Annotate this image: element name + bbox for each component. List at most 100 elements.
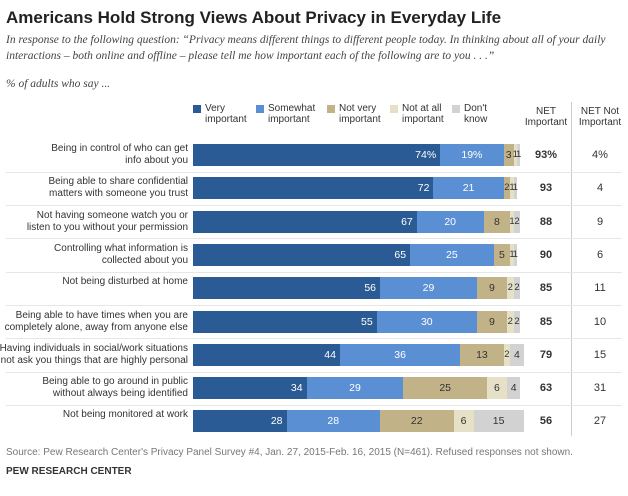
- net-value: 6: [596, 248, 604, 261]
- data-label: 2: [514, 315, 520, 327]
- data-label: 2: [507, 315, 513, 327]
- net-value: 88: [539, 215, 553, 228]
- row-separator: [6, 404, 622, 406]
- bar: [193, 144, 441, 166]
- bar: [476, 277, 507, 300]
- data-label: 6: [460, 415, 467, 428]
- net-value: 9: [596, 215, 604, 228]
- bar: [193, 277, 381, 300]
- category-label: Being able to go around in public withou…: [42, 376, 188, 400]
- net-value: 93%: [534, 149, 558, 161]
- bar: [416, 210, 484, 233]
- data-label: 1: [512, 248, 518, 260]
- bar: [476, 310, 507, 333]
- bar: [440, 144, 504, 166]
- data-label: 30: [420, 315, 433, 328]
- net-value: 85: [539, 282, 553, 295]
- chart-title: Americans Hold Strong Views About Privac…: [6, 8, 502, 27]
- data-label: 1: [509, 215, 515, 227]
- legend-swatch: [256, 105, 264, 113]
- source: Source: Pew Research Center's Privacy Pa…: [6, 447, 573, 458]
- bar: [193, 210, 417, 233]
- bar: [503, 144, 514, 166]
- data-label: 20: [444, 215, 457, 228]
- bar: [513, 277, 521, 300]
- data-label: 1: [512, 182, 518, 194]
- data-label: 19%: [461, 149, 483, 161]
- row-separator: [6, 338, 622, 340]
- net-value: 63: [539, 382, 553, 395]
- bar: [403, 377, 487, 400]
- data-label: 1: [509, 248, 515, 260]
- bar: [510, 177, 514, 200]
- bar: [510, 243, 514, 266]
- chart-subtitle: In response to the following question: “…: [6, 34, 606, 62]
- data-label: 29: [422, 282, 435, 295]
- net-value: 11: [594, 282, 606, 295]
- row-separator: [6, 271, 622, 273]
- bar: [483, 210, 511, 233]
- data-label: 2: [504, 182, 510, 194]
- legend-label: Very important: [205, 103, 247, 125]
- row-separator: [6, 371, 622, 373]
- legend-swatch: [193, 105, 201, 113]
- net-value: 79: [539, 348, 553, 361]
- net-value: 4%: [592, 149, 608, 161]
- bar: [193, 410, 287, 433]
- bar: [513, 177, 517, 200]
- data-label: 1: [515, 149, 522, 160]
- category-label: Controlling what information is collecte…: [54, 242, 188, 266]
- bar: [473, 410, 524, 433]
- data-label: 36: [394, 348, 406, 361]
- data-label: 5: [499, 248, 505, 261]
- net-value: 85: [539, 315, 553, 328]
- data-label: 9: [489, 282, 495, 295]
- legend-label: Don't know: [464, 103, 488, 125]
- bar: [339, 343, 461, 366]
- data-label: 22: [410, 415, 423, 428]
- bar: [513, 210, 521, 233]
- bar: [510, 210, 514, 233]
- bar: [193, 243, 411, 266]
- data-label: 55: [361, 315, 373, 328]
- net-value: 90: [539, 248, 553, 261]
- bar: [506, 277, 514, 300]
- column-header: NET Important: [524, 106, 568, 128]
- data-label: 2: [514, 282, 520, 294]
- data-label: 34: [290, 382, 303, 395]
- row-separator: [6, 205, 622, 207]
- net-value: 93: [539, 182, 553, 195]
- net-value: 31: [593, 382, 607, 395]
- bar: [516, 144, 521, 166]
- bar: [506, 377, 521, 400]
- category-label: Being able to share confidential matters…: [48, 176, 188, 200]
- data-label: 44: [324, 348, 336, 361]
- data-label: 74%: [415, 149, 437, 161]
- bar: [506, 310, 514, 333]
- row-separator: [6, 238, 622, 240]
- bar: [513, 144, 517, 166]
- category-label: Having individuals in social/work situat…: [0, 342, 188, 366]
- category-label: Not being monitored at work: [62, 409, 188, 421]
- data-label: 2: [507, 282, 513, 294]
- bar: [380, 277, 477, 300]
- data-label: 1: [512, 149, 518, 160]
- bar: [453, 410, 474, 433]
- net-value: 27: [593, 415, 607, 428]
- data-label: 28: [270, 415, 283, 428]
- data-label: 1: [509, 182, 515, 194]
- data-label: 6: [494, 382, 500, 395]
- data-label: 4: [514, 348, 520, 361]
- data-label: 29: [349, 382, 361, 395]
- data-label: 8: [494, 215, 500, 228]
- bar: [433, 177, 504, 200]
- legend-swatch: [390, 105, 398, 113]
- category-label: Being able to have times when you are co…: [4, 309, 188, 333]
- bar: [513, 243, 517, 266]
- net-value: 56: [539, 415, 553, 428]
- data-label: 67: [401, 215, 413, 228]
- data-label: 4: [510, 382, 517, 395]
- bar: [493, 243, 511, 266]
- data-label: 3: [505, 149, 512, 161]
